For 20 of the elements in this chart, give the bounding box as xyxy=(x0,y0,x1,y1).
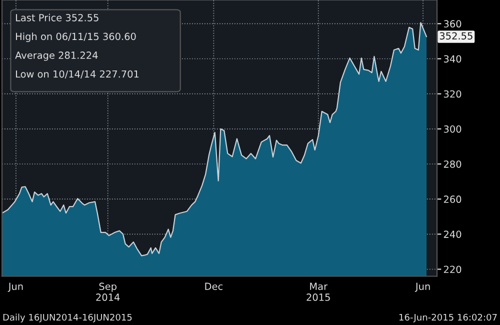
y-tick-label: 340 xyxy=(444,55,462,63)
text: Daily 16JUN2014-16JUN2015 xyxy=(3,314,132,322)
annotation: 352.55 xyxy=(440,32,472,40)
x-tick-label: Jun xyxy=(414,282,430,292)
x-tick-label: Dec xyxy=(205,282,222,290)
y-tick-label: 220 xyxy=(444,266,462,274)
y-tick-label: 320 xyxy=(444,90,462,98)
y-tick-label: 240 xyxy=(444,230,462,238)
y-tick-label: 280 xyxy=(444,160,462,168)
annotation: Average 281.224 xyxy=(15,52,98,61)
annotation: Last Price 352.55 xyxy=(16,14,98,22)
x-tick-label: Sep 2014 xyxy=(96,282,120,301)
x-tick-label: Jun xyxy=(8,282,23,292)
y-tick-label: 300 xyxy=(444,125,462,133)
annotation: Low on 10/14/14 227.701 xyxy=(16,70,139,78)
annotation: High on 06/11/15 360.60 xyxy=(16,32,136,42)
y-tick-label: 260 xyxy=(444,196,462,203)
text: 16-Jun-2015 16:02:07 xyxy=(399,314,497,322)
x-tick-label: Mar 2015 xyxy=(306,282,330,301)
y-tick-label: 360 xyxy=(444,20,462,28)
